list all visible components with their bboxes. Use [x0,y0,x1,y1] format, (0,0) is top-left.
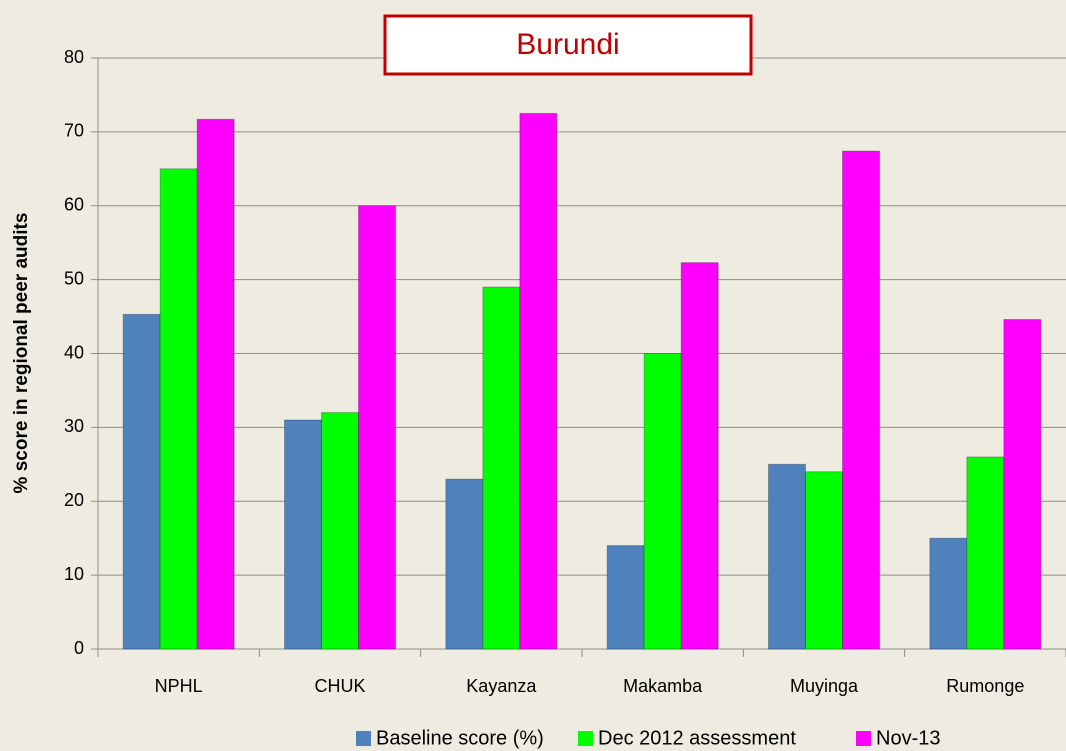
bar [159,168,198,650]
chart-title: Burundi [516,28,619,61]
bar [606,545,645,650]
x-tick-label: Kayanza [466,676,537,696]
y-tick-label: 10 [64,564,84,584]
bar [929,537,968,650]
y-tick-label: 0 [74,638,84,658]
legend-label: Baseline score (%) [376,727,544,749]
bar [482,286,521,650]
bar [643,353,682,650]
x-tick-label: Rumonge [946,676,1024,696]
y-tick-label: 20 [64,490,84,510]
bar [842,150,880,650]
x-tick-label: Makamba [623,676,703,696]
legend-swatch [578,731,593,746]
legend-label: Dec 2012 assessment [598,727,796,749]
y-tick-label: 30 [64,416,84,436]
bar [122,313,161,650]
bar [445,478,484,650]
title-box [383,14,753,76]
bar [966,456,1005,650]
legend-swatch [856,731,871,746]
bar [805,471,843,650]
bar [284,419,322,650]
y-tick-label: 40 [64,342,84,362]
y-tick-label: 80 [64,47,84,67]
bar [1003,319,1042,650]
y-tick-label: 60 [64,195,84,215]
x-tick-label: NPHL [155,676,203,696]
y-tick-label: 50 [64,268,84,288]
bar [321,412,359,650]
legend-label: Nov-13 [876,727,940,749]
x-tick-label: Muyinga [790,676,859,696]
legend-swatch [356,731,371,746]
y-axis-label: % score in regional peer audits [11,213,32,494]
x-tick-label: CHUK [314,676,365,696]
bar [196,118,235,650]
y-tick-label: 70 [64,121,84,141]
bar [768,463,806,650]
bar [519,112,558,650]
bar [680,262,719,650]
bar [358,205,396,650]
